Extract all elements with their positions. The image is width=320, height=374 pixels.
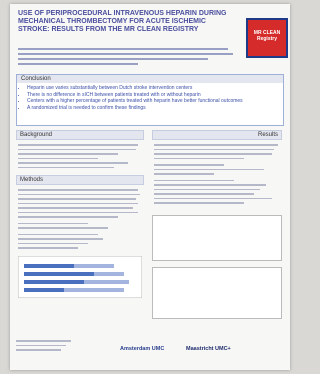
text-block (16, 185, 144, 256)
conclusion-bullet: A randomized trial is needed to confirm … (27, 105, 283, 112)
section-heading: Results (152, 130, 282, 140)
figure (18, 256, 142, 298)
conclusion-list: Heparin use varies substantially between… (27, 85, 283, 111)
poster-title: USE OF PERIPROCEDURAL INTRAVENOUS HEPARI… (18, 10, 236, 34)
badge-text: Registry (257, 36, 277, 42)
right-column: Results (152, 130, 282, 319)
conclusion-box: Conclusion Heparin use varies substantia… (16, 74, 284, 126)
authors (18, 48, 233, 65)
text-block (16, 140, 144, 175)
text-block (152, 140, 282, 211)
table (152, 267, 282, 319)
poster: USE OF PERIPROCEDURAL INTRAVENOUS HEPARI… (10, 4, 290, 370)
section-heading: Methods (16, 175, 144, 185)
logo: Maastricht UMC+ (186, 346, 231, 352)
table (152, 215, 282, 261)
page: USE OF PERIPROCEDURAL INTRAVENOUS HEPARI… (0, 0, 298, 374)
conclusion-heading: Conclusion (17, 75, 283, 83)
section-heading: Background (16, 130, 144, 140)
left-column: Background Methods (16, 130, 144, 303)
contact (16, 340, 76, 354)
logo: Amsterdam UMC (120, 346, 164, 352)
